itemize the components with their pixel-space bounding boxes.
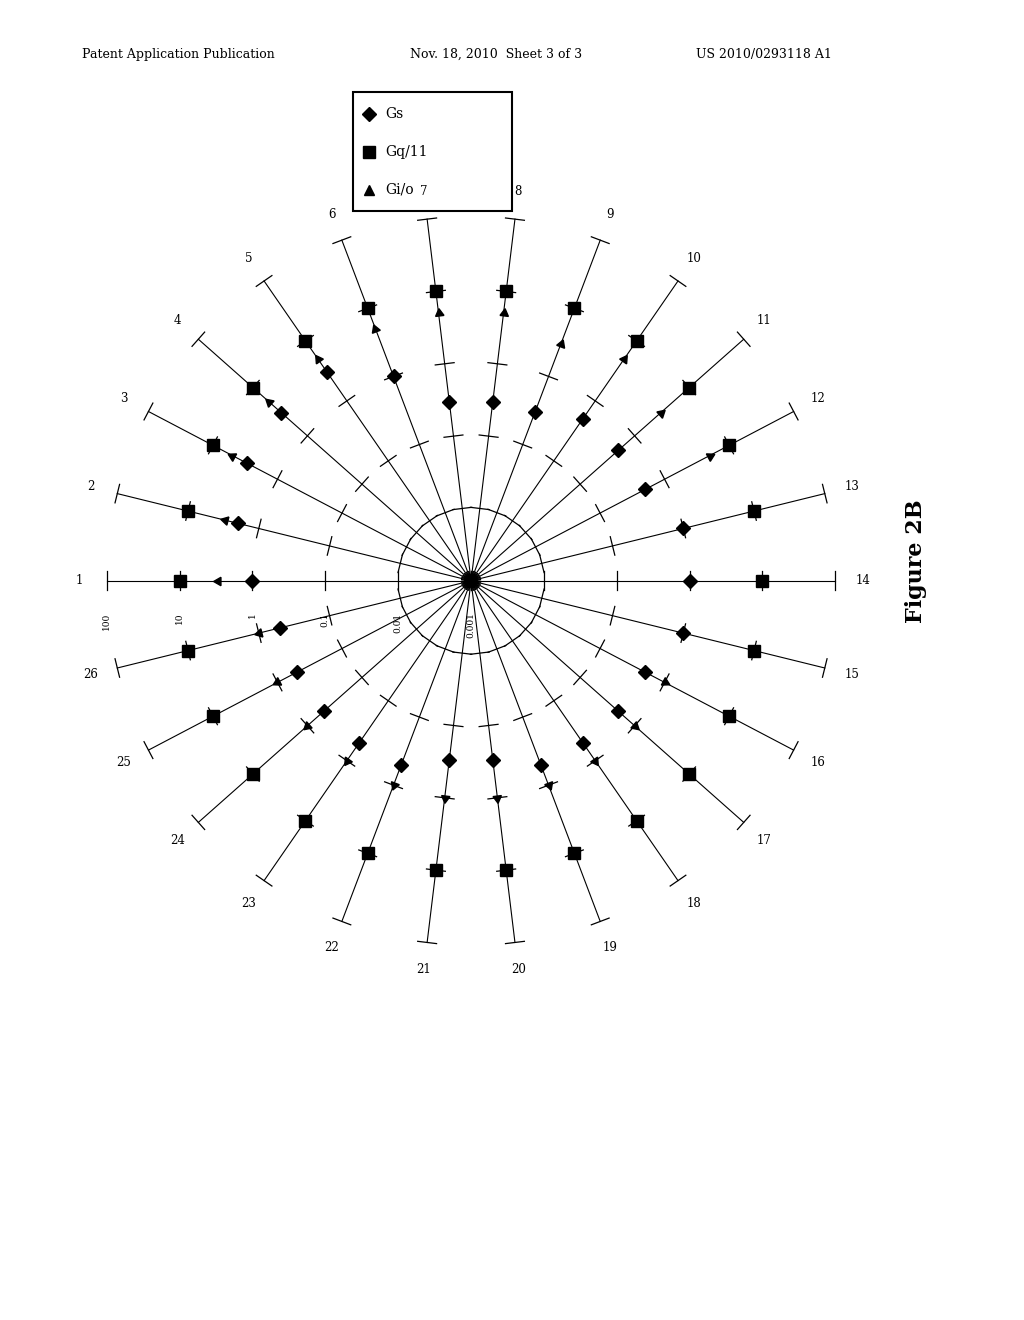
Text: 1: 1: [76, 574, 83, 587]
Text: 0.001: 0.001: [467, 612, 475, 639]
Text: 8: 8: [515, 185, 522, 198]
Text: 23: 23: [241, 898, 256, 909]
Text: 0.1: 0.1: [321, 612, 330, 627]
Text: Nov. 18, 2010  Sheet 3 of 3: Nov. 18, 2010 Sheet 3 of 3: [410, 48, 582, 61]
Text: 18: 18: [686, 898, 701, 909]
Text: 12: 12: [811, 392, 825, 405]
Text: 3: 3: [120, 392, 128, 405]
Text: US 2010/0293118 A1: US 2010/0293118 A1: [696, 48, 833, 61]
Text: 11: 11: [757, 314, 772, 327]
Text: 2: 2: [87, 480, 94, 494]
Text: 14: 14: [856, 574, 870, 587]
Text: 15: 15: [844, 668, 859, 681]
Text: 9: 9: [606, 207, 613, 220]
Text: Gi/o: Gi/o: [385, 182, 414, 197]
Text: 5: 5: [245, 252, 252, 264]
Text: 24: 24: [170, 834, 185, 847]
Text: 19: 19: [602, 941, 617, 954]
Text: 17: 17: [757, 834, 772, 847]
Text: 16: 16: [811, 756, 825, 770]
Text: 4: 4: [174, 314, 181, 327]
Text: 25: 25: [117, 756, 131, 770]
Text: 26: 26: [83, 668, 98, 681]
Text: 0.01: 0.01: [393, 612, 402, 632]
Text: 6: 6: [329, 207, 336, 220]
Text: 10: 10: [686, 252, 701, 264]
Text: 20: 20: [511, 964, 525, 977]
Text: Figure 2B: Figure 2B: [905, 499, 928, 623]
Text: Gs: Gs: [385, 107, 403, 121]
Text: 22: 22: [325, 941, 339, 954]
Text: 10: 10: [175, 612, 184, 624]
Text: 13: 13: [844, 480, 859, 494]
Text: 100: 100: [102, 612, 112, 630]
Text: 7: 7: [420, 185, 428, 198]
Text: 21: 21: [417, 964, 431, 977]
Circle shape: [465, 574, 477, 587]
Text: Patent Application Publication: Patent Application Publication: [82, 48, 274, 61]
Text: 1: 1: [248, 612, 257, 618]
Text: Gq/11: Gq/11: [385, 145, 428, 158]
